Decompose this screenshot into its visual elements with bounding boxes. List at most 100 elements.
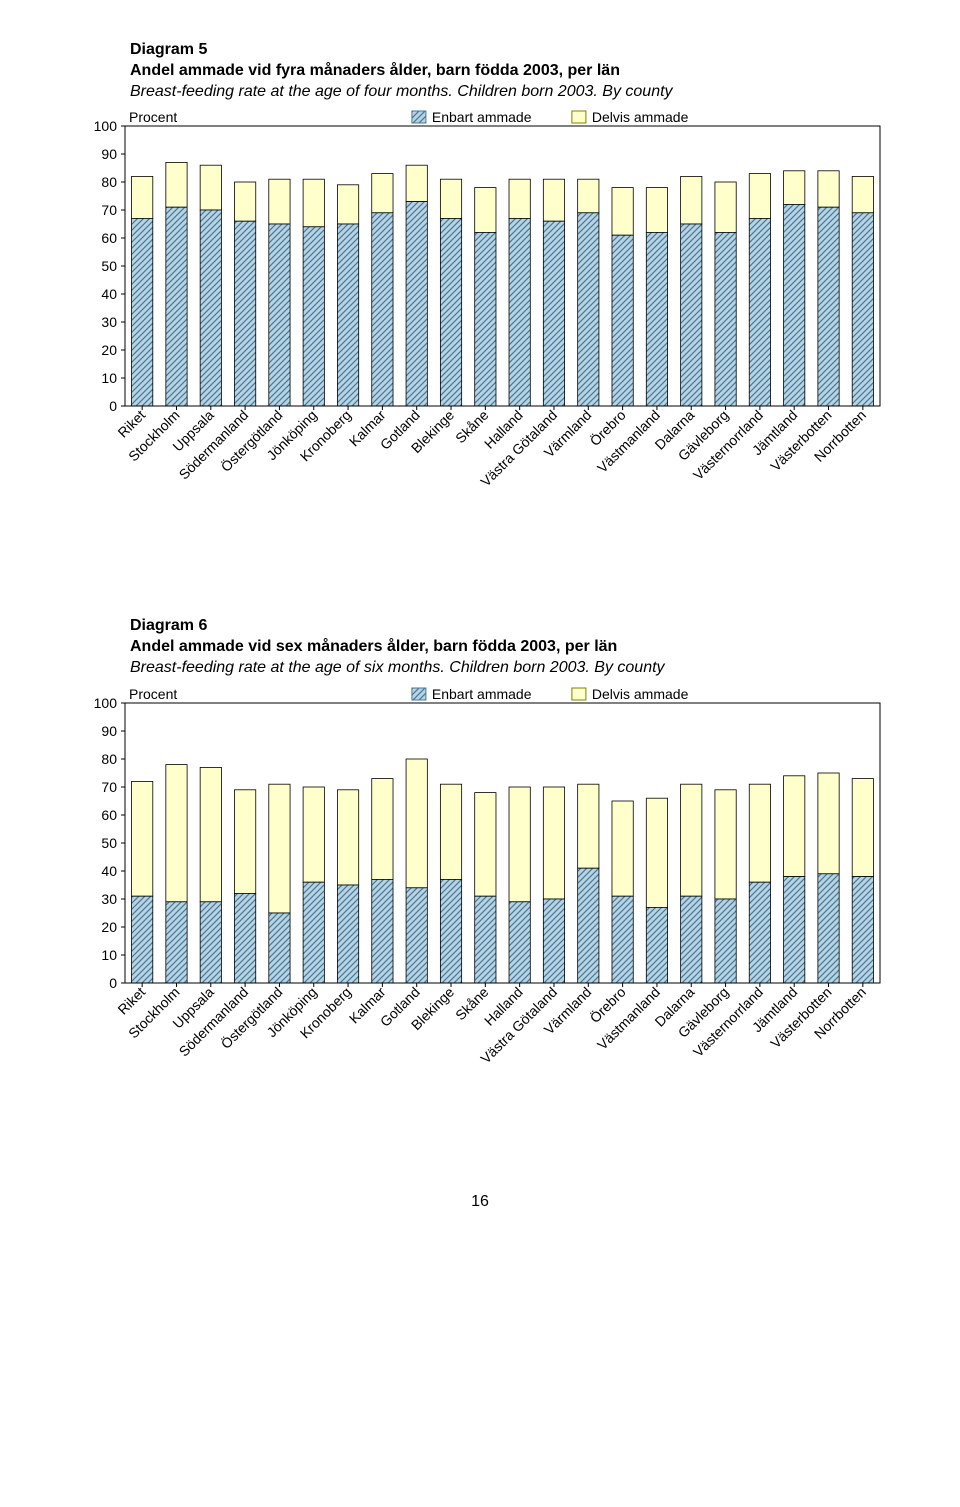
svg-text:20: 20 (101, 919, 117, 935)
bar-delvis (578, 784, 599, 868)
page-number: 16 (70, 1193, 890, 1211)
bar-enbart (749, 219, 770, 407)
bar-enbart (372, 879, 393, 983)
svg-text:20: 20 (101, 342, 117, 358)
bar-delvis (475, 792, 496, 896)
svg-text:70: 70 (101, 779, 117, 795)
bar-delvis (166, 163, 187, 208)
svg-text:Procent: Procent (129, 686, 177, 702)
bar-enbart (749, 882, 770, 983)
bar-enbart (784, 205, 805, 407)
bar-delvis (234, 790, 255, 894)
svg-text:Procent: Procent (129, 109, 177, 125)
svg-text:10: 10 (101, 947, 117, 963)
diagram-6: Diagram 6 Andel ammade vid sex månaders … (70, 616, 890, 1112)
svg-text:Delvis ammade: Delvis ammade (592, 686, 689, 702)
bar-delvis (543, 787, 564, 899)
bar-delvis (475, 188, 496, 233)
title-line-2: Andel ammade vid sex månaders ålder, bar… (130, 637, 890, 658)
bar-delvis (269, 180, 290, 225)
bar-enbart (852, 876, 873, 982)
bar-enbart (646, 233, 667, 407)
bar-delvis (852, 177, 873, 213)
bar-enbart (509, 219, 530, 407)
svg-text:100: 100 (94, 118, 118, 134)
bar-delvis (200, 166, 221, 211)
svg-text:70: 70 (101, 202, 117, 218)
svg-text:0: 0 (109, 398, 117, 414)
bar-delvis (715, 182, 736, 232)
bar-enbart (303, 882, 324, 983)
svg-text:50: 50 (101, 258, 117, 274)
bar-delvis (303, 180, 324, 228)
svg-text:90: 90 (101, 723, 117, 739)
diagram-6-title: Diagram 6 Andel ammade vid sex månaders … (130, 616, 890, 678)
bar-enbart (337, 224, 358, 406)
svg-text:Enbart ammade: Enbart ammade (432, 686, 532, 702)
bar-delvis (372, 778, 393, 879)
bar-delvis (681, 177, 702, 225)
svg-text:30: 30 (101, 891, 117, 907)
bar-enbart (234, 893, 255, 983)
bar-delvis (681, 784, 702, 896)
bar-enbart (440, 219, 461, 407)
subtitle: Breast-feeding rate at the age of four m… (130, 82, 890, 103)
diagram-5: Diagram 5 Andel ammade vid fyra månaders… (70, 40, 890, 536)
svg-text:80: 80 (101, 174, 117, 190)
bar-delvis (337, 185, 358, 224)
bar-enbart (337, 885, 358, 983)
bar-delvis (406, 166, 427, 202)
bar-enbart (132, 896, 153, 983)
bar-enbart (578, 868, 599, 983)
chart-6-canvas: 0102030405060708090100ProcentEnbart amma… (70, 683, 890, 1113)
diagram-5-title: Diagram 5 Andel ammade vid fyra månaders… (130, 40, 890, 102)
bar-enbart (543, 899, 564, 983)
bar-enbart (303, 227, 324, 406)
title-line-1: Diagram 5 (130, 40, 890, 61)
bar-delvis (509, 787, 530, 902)
bar-enbart (681, 896, 702, 983)
bar-enbart (269, 913, 290, 983)
bar-enbart (269, 224, 290, 406)
bar-delvis (337, 790, 358, 885)
bar-enbart (852, 213, 873, 406)
svg-text:40: 40 (101, 863, 117, 879)
bar-enbart (543, 222, 564, 407)
bar-delvis (372, 174, 393, 213)
svg-text:40: 40 (101, 286, 117, 302)
title-line-2: Andel ammade vid fyra månaders ålder, ba… (130, 61, 890, 82)
chart-5-canvas: 0102030405060708090100ProcentEnbart amma… (70, 106, 890, 536)
bar-delvis (200, 767, 221, 901)
bar-delvis (440, 180, 461, 219)
bar-delvis (578, 180, 599, 214)
bar-delvis (818, 171, 839, 207)
bar-enbart (406, 202, 427, 406)
svg-text:80: 80 (101, 751, 117, 767)
bar-enbart (818, 208, 839, 407)
bar-enbart (818, 874, 839, 983)
bar-delvis (646, 798, 667, 907)
subtitle: Breast-feeding rate at the age of six mo… (130, 658, 890, 679)
bar-enbart (200, 902, 221, 983)
bar-enbart (406, 888, 427, 983)
svg-text:0: 0 (109, 975, 117, 991)
bar-delvis (784, 776, 805, 877)
bar-delvis (715, 790, 736, 899)
bar-enbart (715, 899, 736, 983)
bar-enbart (681, 224, 702, 406)
svg-text:90: 90 (101, 146, 117, 162)
bar-delvis (269, 784, 290, 913)
bar-delvis (612, 801, 633, 896)
bar-delvis (612, 188, 633, 236)
bar-delvis (818, 773, 839, 874)
bar-enbart (578, 213, 599, 406)
bar-enbart (612, 236, 633, 407)
svg-text:60: 60 (101, 230, 117, 246)
bar-enbart (475, 233, 496, 407)
svg-text:Delvis ammade: Delvis ammade (592, 109, 689, 125)
bar-delvis (440, 784, 461, 879)
bar-delvis (749, 784, 770, 882)
bar-delvis (406, 759, 427, 888)
bar-enbart (132, 219, 153, 407)
bar-enbart (372, 213, 393, 406)
